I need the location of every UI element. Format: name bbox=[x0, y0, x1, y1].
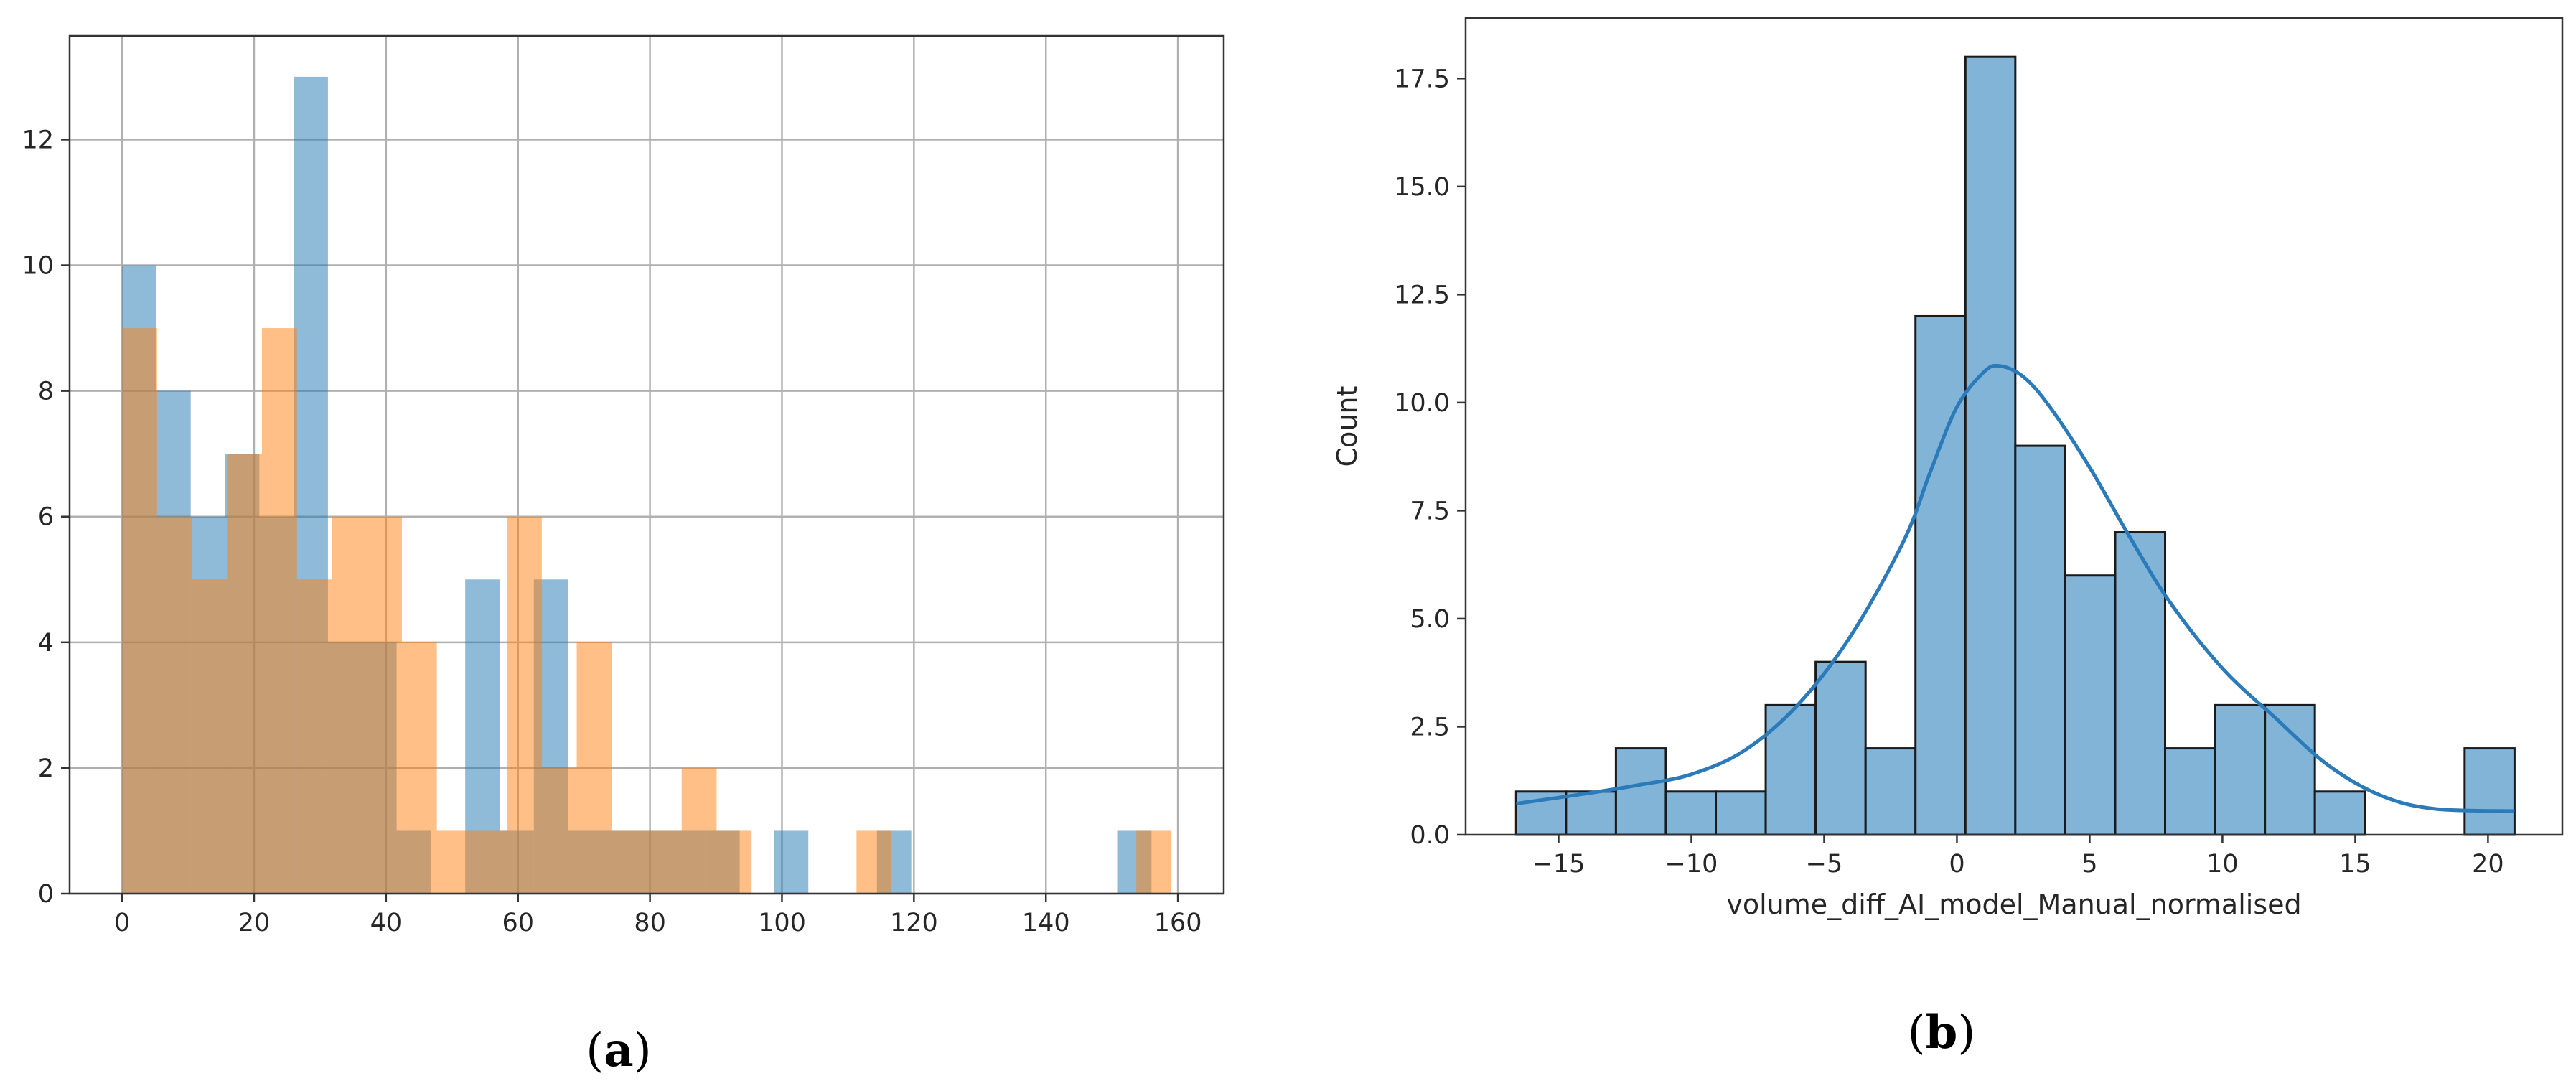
x-tick-label: −15 bbox=[1532, 850, 1586, 879]
histogram-bar-series-2 bbox=[576, 642, 612, 894]
y-tick-label: 10 bbox=[22, 252, 54, 281]
histogram-bar bbox=[1614, 747, 1667, 836]
y-tick-label: 17.5 bbox=[1394, 65, 1450, 93]
histogram-bar-series-2 bbox=[541, 767, 577, 894]
histogram-bar-series-2 bbox=[716, 830, 752, 894]
histogram-bar-series-2 bbox=[401, 642, 437, 894]
histogram-bar bbox=[2064, 574, 2117, 836]
histogram-bar bbox=[1914, 314, 1967, 836]
ticks-a: 0 20 40 60 80 100 120 140 160 0 2 4 6 8 10 12 bbox=[22, 126, 1202, 937]
x-tick-label: 100 bbox=[758, 909, 806, 937]
x-tick-label: 20 bbox=[238, 909, 271, 937]
histogram-bar bbox=[2264, 703, 2316, 836]
histogram-bar-series-2 bbox=[472, 830, 507, 894]
histogram-bar bbox=[1565, 790, 1617, 836]
x-tick-label: 15 bbox=[2339, 850, 2371, 879]
panel-label-a: (a) bbox=[586, 1024, 651, 1077]
histogram-bar bbox=[1964, 55, 2017, 836]
bars-a bbox=[122, 76, 1171, 894]
histogram-bar bbox=[2164, 747, 2216, 836]
y-tick-label: 10.0 bbox=[1394, 389, 1450, 418]
x-tick-label: 20 bbox=[2472, 850, 2504, 879]
histogram-bar-series-2 bbox=[367, 516, 402, 894]
x-axis-label-b: volume_diff_AI_model_Manual_normalised bbox=[1726, 889, 2301, 920]
histogram-bar-series-1 bbox=[774, 830, 809, 894]
x-tick-label: 60 bbox=[502, 909, 534, 937]
histogram-bar bbox=[1864, 747, 1917, 836]
histogram-bar bbox=[2463, 747, 2516, 836]
plot-frame-b bbox=[1464, 17, 2564, 836]
histogram-bar-series-2 bbox=[681, 767, 717, 894]
y-tick-label: 5.0 bbox=[1410, 605, 1450, 634]
y-tick-label: 0.0 bbox=[1410, 821, 1450, 850]
histogram-bar bbox=[1814, 660, 1867, 836]
y-tick-label: 8 bbox=[38, 378, 54, 406]
histogram-chart-a: 0 20 40 60 80 100 120 140 160 0 2 4 6 8 10 12 bbox=[22, 34, 1225, 937]
histogram-bar-series-2 bbox=[612, 830, 647, 894]
x-tick-label: 40 bbox=[370, 909, 403, 937]
y-tick-label: 4 bbox=[38, 629, 54, 657]
ticks-b: −15 −10 −5 0 5 10 15 20 0.0 2.5 5.0 7.5 10.0 12.5 15.0… bbox=[1394, 65, 2504, 879]
x-tick-label: −10 bbox=[1665, 850, 1718, 879]
histogram-bar-series-2 bbox=[856, 830, 892, 894]
histogram-bar-series-2 bbox=[332, 516, 367, 894]
histogram-bar bbox=[2214, 703, 2267, 836]
x-tick-label: 80 bbox=[634, 909, 666, 937]
x-tick-label: 120 bbox=[890, 909, 938, 937]
histogram-bar-series-2 bbox=[436, 830, 472, 894]
histogram-bar-series-2 bbox=[122, 328, 157, 894]
histogram-bar bbox=[1715, 790, 1767, 836]
bars-b bbox=[1514, 55, 2516, 836]
panel-label-b: (b) bbox=[1908, 1006, 1976, 1059]
histogram-bar-series-2 bbox=[156, 516, 192, 894]
x-tick-label: 140 bbox=[1022, 909, 1070, 937]
histogram-bar-series-2 bbox=[227, 454, 262, 894]
y-tick-label: 7.5 bbox=[1410, 497, 1450, 525]
histogram-bar-series-2 bbox=[296, 579, 332, 894]
histogram-bar bbox=[2014, 444, 2066, 836]
y-tick-label: 2.5 bbox=[1410, 713, 1450, 741]
histogram-bar bbox=[2313, 790, 2366, 836]
x-tick-label: 10 bbox=[2206, 850, 2239, 879]
y-tick-label: 12 bbox=[22, 126, 54, 154]
histogram-bar bbox=[1664, 790, 1718, 836]
x-tick-label: −5 bbox=[1806, 850, 1843, 879]
histogram-bar bbox=[1764, 703, 1817, 836]
plot-frame-a bbox=[68, 34, 1225, 895]
y-tick-label: 15.0 bbox=[1394, 173, 1450, 202]
y-tick-label: 0 bbox=[38, 880, 54, 909]
y-axis-label-b: Count bbox=[1331, 386, 1363, 467]
histogram-bar-series-2 bbox=[192, 579, 228, 894]
x-tick-label: 5 bbox=[2081, 850, 2097, 879]
histogram-bar-series-2 bbox=[1136, 830, 1171, 894]
histogram-bar-series-2 bbox=[262, 328, 297, 894]
histogram-bar-series-2 bbox=[647, 830, 682, 894]
histogram-chart-b: −15 −10 −5 0 5 10 15 20 0.0 2.5 5.0 7.5 10.0 12.5 15.0… bbox=[1331, 17, 2564, 920]
kde-curve bbox=[1515, 363, 2515, 813]
x-tick-label: 0 bbox=[114, 909, 130, 937]
x-tick-label: 160 bbox=[1154, 909, 1202, 937]
histogram-bar bbox=[2114, 531, 2167, 836]
histogram-bar-series-2 bbox=[507, 516, 542, 894]
y-tick-label: 12.5 bbox=[1394, 281, 1450, 309]
y-tick-label: 2 bbox=[38, 754, 54, 783]
x-tick-label: 0 bbox=[1949, 850, 1964, 879]
y-tick-label: 6 bbox=[38, 503, 54, 532]
